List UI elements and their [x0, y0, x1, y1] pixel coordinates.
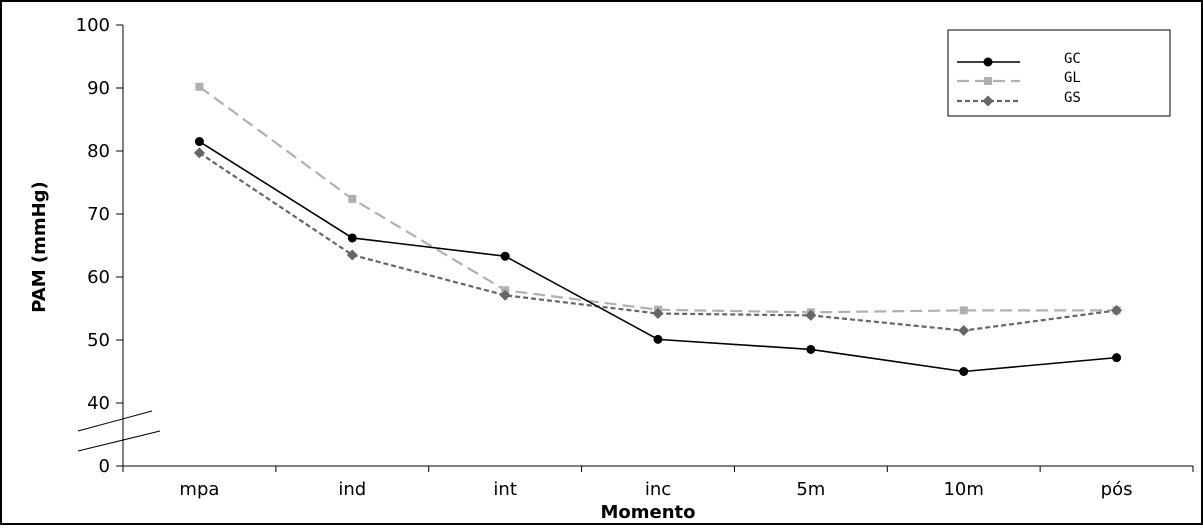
- data-point: [958, 325, 970, 337]
- legend-swatch-marker: [984, 77, 992, 85]
- data-point: [195, 82, 204, 91]
- data-point: [959, 306, 968, 315]
- axes: 0 40 50 60 70 80 90 100 mpa ind int inc 5m 10m pós: [76, 15, 1194, 500]
- x-tick-label: mpa: [179, 479, 219, 500]
- data-point: [653, 334, 663, 344]
- y-axis-title: PAM (mmHg): [29, 181, 50, 313]
- legend-item-gl: GL: [957, 70, 1081, 86]
- data-point: [348, 194, 357, 203]
- data-point: [806, 344, 816, 354]
- legend-swatch-marker: [983, 57, 993, 67]
- y-tick-label: 100: [76, 15, 110, 36]
- y-tick-label: 60: [87, 267, 110, 288]
- data-point: [194, 137, 204, 147]
- series-gc: [194, 137, 1122, 376]
- y-tick-label: 40: [87, 393, 110, 414]
- data-point: [500, 251, 510, 261]
- x-tick-label: ind: [338, 479, 366, 500]
- x-tick-label: inc: [645, 479, 671, 500]
- data-point: [1112, 353, 1122, 363]
- y-tick-label: 0: [99, 456, 110, 477]
- data-point: [347, 233, 357, 243]
- data-point: [1111, 304, 1123, 316]
- x-tick-label: pós: [1101, 479, 1133, 500]
- data-point: [193, 147, 205, 159]
- x-axis-title: Momento: [600, 502, 695, 523]
- legend-label: GL: [1064, 70, 1081, 86]
- y-tick-label: 90: [87, 78, 110, 99]
- x-tick-label: int: [493, 479, 516, 500]
- legend: GC GL GS: [947, 29, 1171, 117]
- x-tick-label: 10m: [943, 479, 983, 500]
- axis-break-mark: [77, 410, 153, 432]
- legend-label: GC: [1064, 51, 1081, 67]
- x-tick-label: 5m: [796, 479, 825, 500]
- series-gs: [193, 147, 1123, 337]
- data-point: [652, 308, 664, 320]
- legend-box: [947, 29, 1171, 117]
- axis-break-mark: [77, 430, 161, 452]
- data-point: [805, 309, 817, 321]
- y-tick-label: 80: [87, 141, 110, 162]
- legend-item-gc: GC: [957, 51, 1081, 67]
- y-tick-label: 50: [87, 330, 110, 351]
- legend-label: GS: [1064, 90, 1081, 106]
- legend-swatch-marker: [982, 95, 994, 107]
- data-point: [499, 289, 511, 301]
- data-point: [959, 367, 969, 376]
- series-layer: [193, 82, 1123, 376]
- y-tick-label: 70: [87, 204, 110, 225]
- legend-item-gs: GS: [957, 90, 1081, 107]
- data-point: [346, 249, 358, 261]
